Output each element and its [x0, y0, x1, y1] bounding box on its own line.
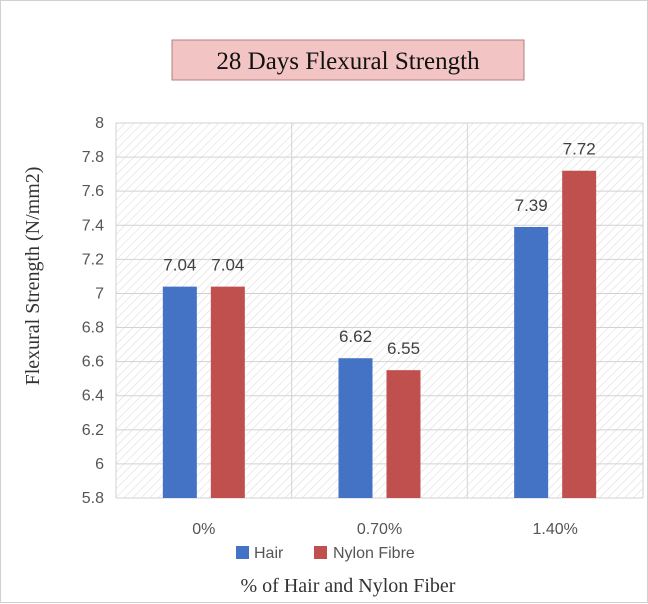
bar-nylon-fibre-2 [562, 170, 597, 498]
bar-nylon-fibre-0 [210, 286, 245, 498]
y-tick-label: 7.2 [82, 251, 104, 268]
data-label: 6.62 [339, 327, 372, 346]
bar-hair-2 [514, 226, 549, 498]
y-axis-label: Flexural Strength (N/mm2) [22, 167, 44, 386]
legend-swatch-hair [236, 546, 249, 559]
data-label: 6.55 [387, 339, 420, 358]
legend-label-hair: Hair [254, 545, 284, 562]
legend-label-nylon-fibre: Nylon Fibre [333, 545, 415, 562]
x-tick-label: 0% [192, 521, 215, 538]
y-tick-label: 7.6 [82, 183, 104, 200]
x-tick-label: 1.40% [532, 521, 577, 538]
x-axis-label: % of Hair and Nylon Fiber [241, 575, 456, 597]
data-label: 7.72 [563, 140, 596, 159]
legend: Hair Nylon Fibre [236, 545, 415, 562]
chart-title-box [171, 39, 525, 81]
x-tick-label: 0.70% [357, 521, 402, 538]
y-tick-label: 6 [95, 456, 104, 473]
data-label: 7.39 [515, 196, 548, 215]
bar-hair-0 [162, 286, 197, 498]
data-label: 7.04 [163, 256, 196, 275]
y-tick-label: 6.2 [82, 422, 104, 439]
y-tick-label: 6.8 [82, 320, 104, 337]
plot-area [116, 123, 643, 498]
y-tick-label: 7.4 [82, 217, 104, 234]
y-tick-label: 8 [95, 115, 104, 132]
bar-nylon-fibre-1 [386, 370, 421, 498]
data-label: 7.04 [211, 256, 244, 275]
y-tick-label: 6.4 [82, 388, 104, 405]
legend-swatch-nylon-fibre [314, 546, 327, 559]
chart-title: 28 Days Flexural Strength [216, 48, 480, 75]
y-tick-label: 5.8 [82, 490, 104, 507]
y-tick-label: 6.6 [82, 354, 104, 371]
y-tick-label: 7.8 [82, 149, 104, 166]
bar-hair-1 [338, 358, 373, 498]
y-tick-label: 7 [95, 285, 104, 302]
